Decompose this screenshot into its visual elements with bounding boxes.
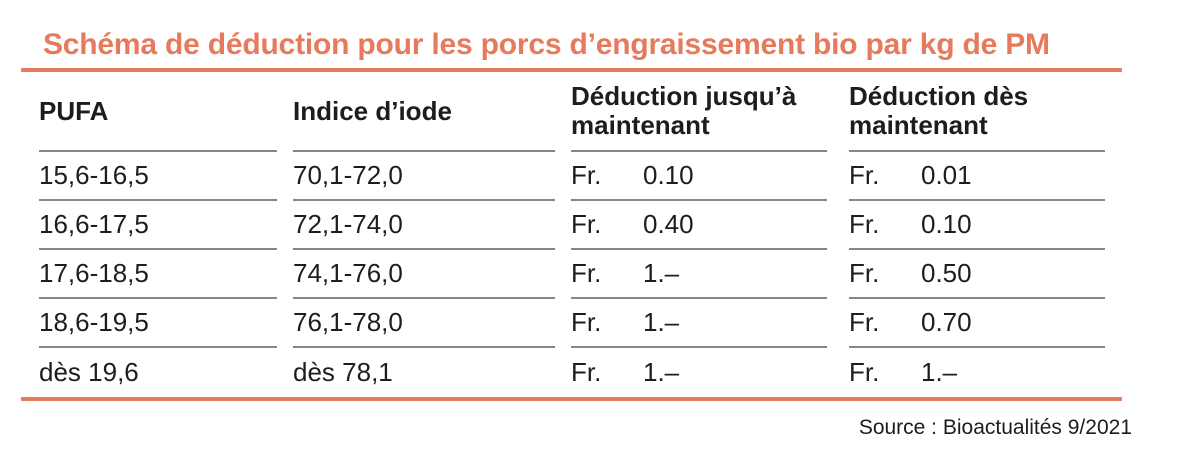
currency-label: Fr. (571, 209, 602, 239)
currency-label: Fr. (849, 307, 880, 337)
amount-value: 0.10 (921, 209, 972, 239)
table-row: 18,6-19,5 76,1-78,0 Fr. 1.– Fr. 0.70 (39, 299, 1122, 348)
cell-iodine-index: 72,1-74,0 (293, 201, 555, 250)
amount-value: 0.40 (643, 209, 694, 239)
table-row: 15,6-16,5 70,1-72,0 Fr. 0.10 Fr. 0.01 (39, 152, 1122, 201)
cell-deduction-until-now: Fr. 1.– (571, 299, 827, 348)
cell-pufa: 18,6-19,5 (39, 299, 277, 348)
cell-deduction-until-now: Fr. 1.– (571, 348, 827, 397)
cell-iodine-index: 70,1-72,0 (293, 152, 555, 201)
table-row: dès 19,6 dès 78,1 Fr. 1.– Fr. 1.– (39, 348, 1122, 397)
title-rule (21, 68, 1122, 72)
column-header-deduction-from-now: Déduction dès maintenant (849, 72, 1105, 152)
column-header-pufa: PUFA (39, 72, 277, 152)
bottom-rule (21, 397, 1122, 401)
amount-value: 0.01 (921, 160, 972, 190)
cell-deduction-until-now: Fr. 0.10 (571, 152, 827, 201)
currency-label: Fr. (571, 258, 602, 288)
amount-value: 1.– (643, 357, 680, 387)
currency-label: Fr. (571, 357, 602, 387)
cell-deduction-from-now: Fr. 0.70 (849, 299, 1105, 348)
deduction-table: PUFA Indice d’iode Déduction jusqu’à mai… (39, 72, 1122, 397)
cell-iodine-index: 76,1-78,0 (293, 299, 555, 348)
currency-label: Fr. (849, 209, 880, 239)
currency-label: Fr. (849, 258, 880, 288)
amount-value: 1.– (643, 307, 680, 337)
column-header-deduction-until-now: Déduction jusqu’à maintenant (571, 72, 827, 152)
cell-pufa: 15,6-16,5 (39, 152, 277, 201)
cell-deduction-until-now: Fr. 1.– (571, 250, 827, 299)
currency-label: Fr. (571, 307, 602, 337)
cell-iodine-index: 74,1-76,0 (293, 250, 555, 299)
column-header-iodine-index: Indice d’iode (293, 72, 555, 152)
amount-value: 1.– (643, 258, 680, 288)
currency-label: Fr. (849, 160, 880, 190)
cell-pufa: dès 19,6 (39, 357, 139, 387)
table-row: 17,6-18,5 74,1-76,0 Fr. 1.– Fr. 0.50 (39, 250, 1122, 299)
table-row: 16,6-17,5 72,1-74,0 Fr. 0.40 Fr. 0.10 (39, 201, 1122, 250)
cell-deduction-until-now: Fr. 0.40 (571, 201, 827, 250)
currency-label: Fr. (571, 160, 602, 190)
currency-label: Fr. (849, 357, 880, 387)
content-wrap: Schéma de déduction pour les porcs d’eng… (21, 28, 1132, 439)
cell-deduction-from-now: Fr. 0.10 (849, 201, 1105, 250)
cell-pufa: 17,6-18,5 (39, 250, 277, 299)
cell-iodine-index: dès 78,1 (293, 357, 393, 387)
table-header-row: PUFA Indice d’iode Déduction jusqu’à mai… (39, 72, 1122, 152)
source-caption: Source : Bioactualités 9/2021 (858, 416, 1132, 439)
amount-value: 0.50 (921, 258, 972, 288)
amount-value: 0.10 (643, 160, 694, 190)
amount-value: 0.70 (921, 307, 972, 337)
cell-deduction-from-now: Fr. 0.50 (849, 250, 1105, 299)
page-title: Schéma de déduction pour les porcs d’eng… (43, 28, 1050, 61)
cell-deduction-from-now: Fr. 0.01 (849, 152, 1105, 201)
cell-pufa: 16,6-17,5 (39, 201, 277, 250)
cell-deduction-from-now: Fr. 1.– (849, 348, 1105, 397)
amount-value: 1.– (921, 357, 958, 387)
